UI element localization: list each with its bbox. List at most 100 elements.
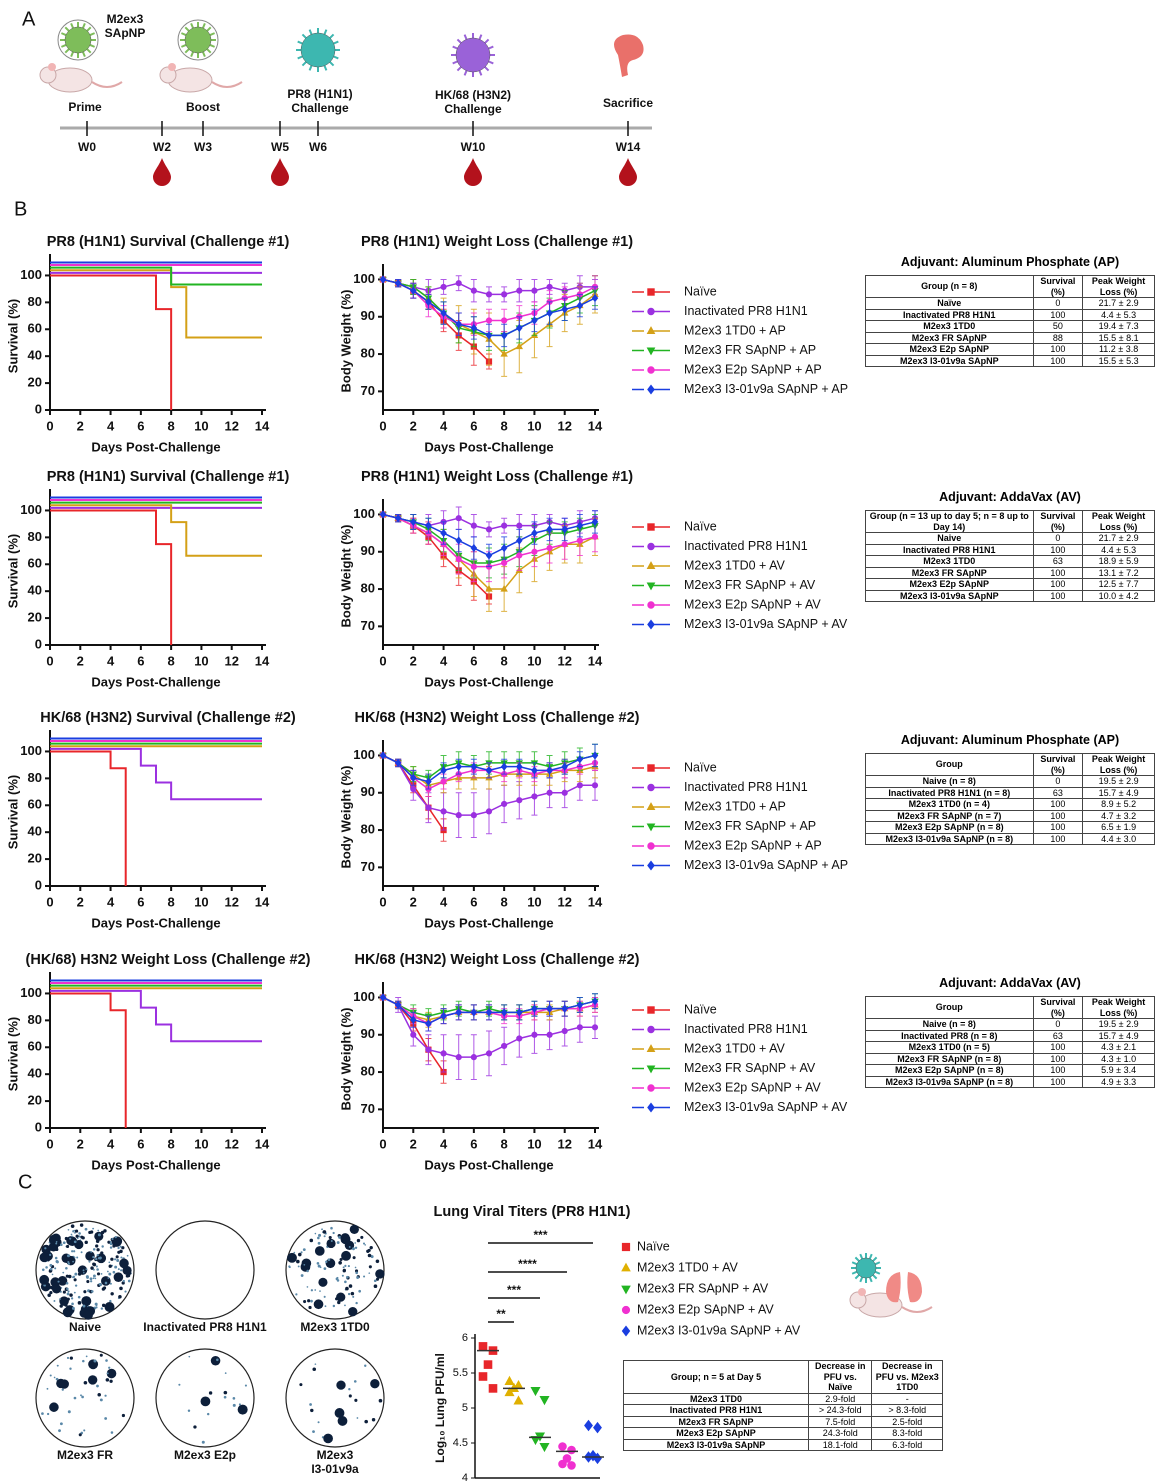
- x-tick-label: 10: [527, 894, 541, 909]
- results-table: Adjuvant: Aluminum Phosphate (AP)GroupSu…: [865, 733, 1155, 845]
- marker: [456, 537, 461, 544]
- y-tick-label: 100: [20, 267, 42, 282]
- legend-label: M2ex3 1TD0 + AP: [684, 799, 786, 813]
- plaque-spot: [93, 1269, 95, 1271]
- legend-label: M2ex3 FR SApNP + AP: [684, 819, 816, 833]
- table-cell: 19.5 ± 2.9: [1083, 1019, 1155, 1031]
- table-cell: 100: [1033, 590, 1083, 602]
- plaque-spot: [50, 1374, 52, 1376]
- plaque-spot: [368, 1254, 372, 1258]
- virus-icon: [301, 33, 335, 67]
- marker: [411, 1032, 416, 1037]
- event-label: Sacrifice: [603, 96, 653, 110]
- x-tick-label: 0: [46, 894, 53, 909]
- x-tick-label: 12: [224, 418, 238, 433]
- plaque-spot: [93, 1274, 96, 1277]
- panel-letter: C: [18, 1171, 32, 1193]
- plaque-spot: [128, 1272, 131, 1275]
- plaque-spot: [47, 1388, 49, 1390]
- plaque-spot: [352, 1296, 354, 1298]
- plaque-spot: [110, 1243, 113, 1246]
- plaque-spot: [375, 1269, 384, 1278]
- plaque-spot: [113, 1271, 116, 1274]
- table-cell: 63: [1033, 787, 1083, 799]
- legend-marker: [648, 1085, 654, 1091]
- table-cell: M2ex3 1TD0: [624, 1393, 809, 1405]
- table-row: M2ex3 E2p SApNP (n = 8)1005.9 ± 3.4: [866, 1065, 1155, 1077]
- marker: [486, 318, 491, 323]
- plaque-spot: [364, 1365, 366, 1367]
- plaque-spot: [105, 1282, 108, 1285]
- marker: [502, 801, 507, 806]
- y-axis-label: Body Weight (%): [338, 289, 353, 392]
- x-tick-label: 6: [470, 894, 477, 909]
- plaque-spot: [70, 1356, 73, 1359]
- x-tick-label: 0: [46, 1136, 53, 1151]
- plaque-spot: [309, 1403, 312, 1406]
- plaque-spot: [311, 1289, 313, 1291]
- plaque-spot: [330, 1227, 333, 1230]
- virus-icon: [465, 35, 467, 40]
- legend-label: M2ex3 I3-01v9a SApNP + AV: [684, 617, 848, 631]
- plaque-spot: [55, 1257, 58, 1260]
- plaque-spot: [341, 1251, 351, 1261]
- table-row: M2ex3 FR SApNP8815.5 ± 8.1: [866, 332, 1155, 344]
- marker: [502, 318, 507, 323]
- table-row: M2ex3 1TD05019.4 ± 7.3: [866, 321, 1155, 333]
- y-tick-label: 40: [28, 583, 42, 598]
- table-row: Inactivated PR8 H1N11004.4 ± 5.3: [866, 309, 1155, 321]
- table-cell: 88: [1033, 332, 1083, 344]
- plaque-spot: [358, 1290, 361, 1293]
- x-tick-label: 8: [168, 1136, 175, 1151]
- x-axis-label: Days Post-Challenge: [424, 674, 553, 689]
- plaque-spot: [301, 1251, 303, 1253]
- virus-icon: [856, 1258, 876, 1278]
- x-tick-label: 12: [224, 653, 238, 668]
- marker: [562, 1028, 567, 1033]
- marker: [517, 798, 522, 803]
- table-cell: 0: [1033, 1019, 1083, 1031]
- virus-icon: [453, 62, 458, 64]
- plaque-spot: [120, 1256, 122, 1258]
- table-cell: 21.7 ± 2.9: [1083, 533, 1155, 545]
- plaque-spot: [354, 1380, 357, 1383]
- table-cell: > 8.3-fold: [872, 1405, 943, 1417]
- plaque-spot: [58, 1429, 61, 1432]
- plaque-spot: [50, 1268, 53, 1271]
- plaque-spot: [314, 1299, 324, 1309]
- plaque-spot: [73, 1276, 75, 1278]
- virus-icon: [860, 1254, 862, 1259]
- legend-marker: [622, 1286, 630, 1293]
- plaque-spot: [80, 1236, 83, 1239]
- plaque-spot: [298, 1265, 300, 1267]
- plaque-spot: [93, 1263, 96, 1266]
- plaque-spot: [119, 1287, 123, 1291]
- plaque-spot: [62, 1272, 64, 1274]
- plaque-spot: [116, 1259, 119, 1262]
- organ-icon: [614, 34, 644, 77]
- table-row: M2ex3 1TD02.9-fold-: [624, 1393, 943, 1405]
- marker: [456, 516, 461, 521]
- x-axis-label: Days Post-Challenge: [91, 915, 220, 930]
- plaque-spot: [324, 1296, 326, 1298]
- marker: [456, 557, 461, 562]
- results-table: Adjuvant: AddaVax (AV)Group (n = 13 up t…: [865, 490, 1155, 602]
- table-cell: M2ex3 1TD0 (n = 5): [866, 1042, 1034, 1054]
- legend-label: M2ex3 FR SApNP + AP: [684, 343, 816, 357]
- virus-icon: [480, 71, 482, 76]
- plaque-spot: [107, 1277, 109, 1279]
- marker: [471, 1055, 476, 1060]
- plaque-spot: [288, 1265, 290, 1267]
- marker: [517, 1036, 522, 1041]
- chart-title: PR8 (H1N1) Survival (Challenge #1): [47, 469, 290, 485]
- plaque-spot: [363, 1275, 365, 1277]
- plaque-spot: [103, 1286, 106, 1289]
- table-cell: 4.7 ± 3.2: [1083, 810, 1155, 822]
- virus-icon: [310, 30, 312, 35]
- y-tick-label: 40: [28, 824, 42, 839]
- table-cell: Decrease in PFU vs. Naïve: [809, 1361, 872, 1394]
- plaque-spot: [239, 1403, 241, 1405]
- marker: [577, 538, 582, 543]
- plaque-spot: [202, 1441, 205, 1444]
